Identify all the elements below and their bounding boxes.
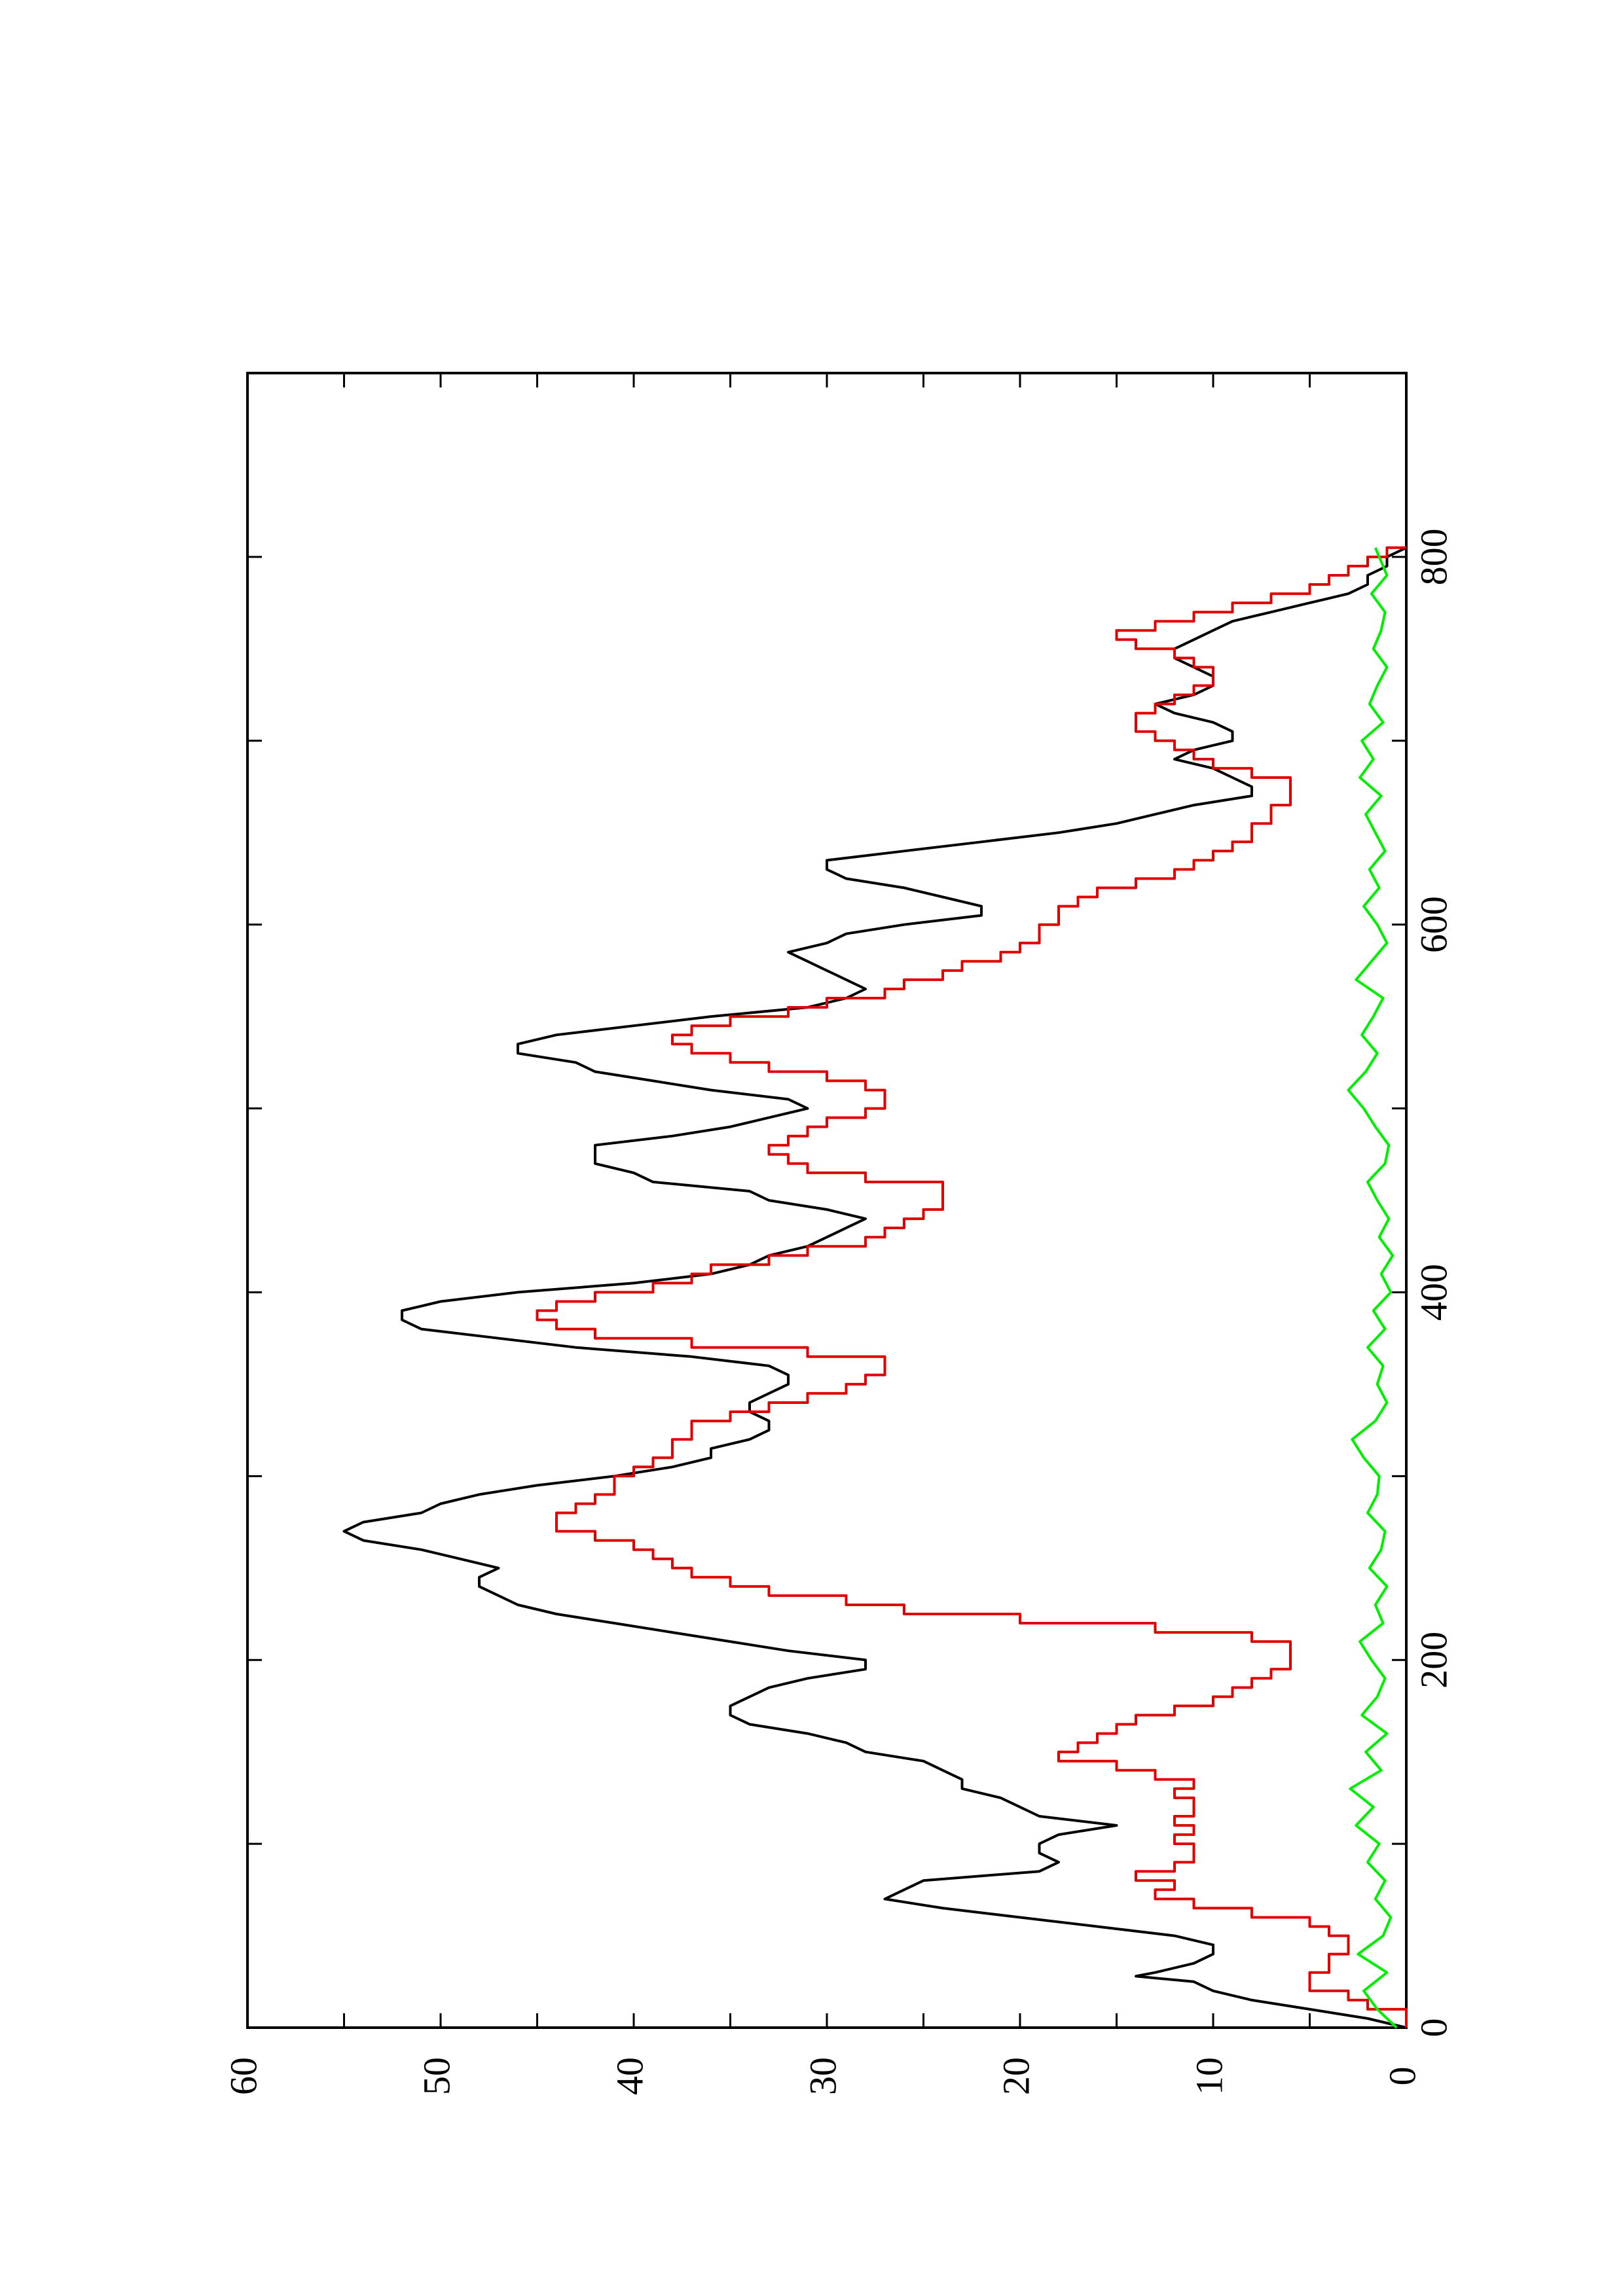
x-tick-label: 0 [1412,2018,1455,2037]
x-tick-label: 200 [1412,1632,1455,1689]
x-tick-label: 600 [1412,896,1455,953]
tick-labels: 0 200 400 600 800 0 10 20 30 40 50 60 [222,528,1455,2095]
series-line-1 [342,546,1407,2029]
x-tick-label: 800 [1412,528,1455,585]
y-tick-label: 20 [994,2057,1037,2095]
y-tick-label: 60 [222,2057,264,2095]
y-tick-label: 50 [415,2057,458,2095]
x-tick-label: 400 [1412,1264,1455,1321]
y-tick-label: 40 [608,2057,651,2095]
series-line-3 [1347,547,1398,2029]
y-tick-label: 10 [1188,2057,1230,2095]
y-tick-label: 30 [801,2057,844,2095]
y-tick-label: 0 [1381,2067,1423,2086]
series-lines [342,546,1408,2029]
series-line-2 [536,546,1408,2028]
axis-ticks [246,373,1408,2029]
